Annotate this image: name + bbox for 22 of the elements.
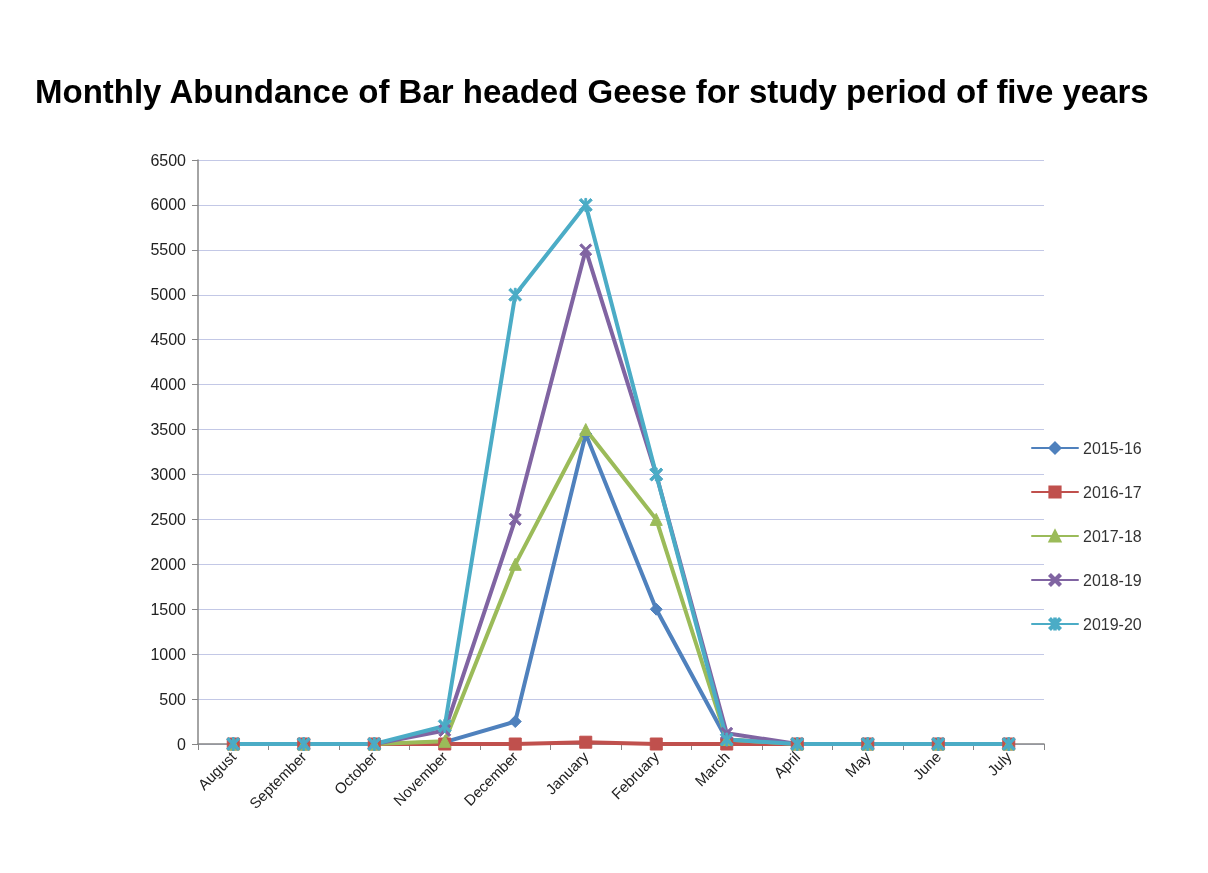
legend-label: 2018-19: [1083, 571, 1142, 589]
y-tick-label: 1500: [150, 600, 187, 618]
y-tick-label: 4000: [150, 376, 187, 394]
x-tick-label: July: [983, 747, 1016, 779]
legend-label: 2017-18: [1083, 527, 1142, 545]
y-tick-label: 2000: [150, 555, 187, 573]
y-tick-label: 3500: [150, 421, 187, 439]
y-tick-label: 2500: [150, 510, 187, 528]
y-tick-label: 4500: [150, 331, 187, 349]
y-tick-label: 1000: [150, 645, 187, 663]
legend-label: 2016-17: [1083, 483, 1142, 501]
y-tick-label: 500: [159, 690, 187, 708]
y-tick-label: 6000: [150, 196, 187, 214]
y-tick-label: 5000: [150, 286, 187, 304]
legend-label: 2019-20: [1083, 615, 1142, 633]
y-tick-label: 5500: [150, 241, 187, 259]
x-tick-label: May: [841, 747, 875, 781]
y-tick-label: 0: [177, 735, 187, 753]
y-tick-label: 6500: [150, 151, 187, 169]
chart-title: Monthly Abundance of Bar headed Geese for study period of five years: [35, 73, 1149, 110]
legend-label: 2015-16: [1083, 439, 1142, 457]
y-tick-label: 3000: [150, 465, 187, 483]
